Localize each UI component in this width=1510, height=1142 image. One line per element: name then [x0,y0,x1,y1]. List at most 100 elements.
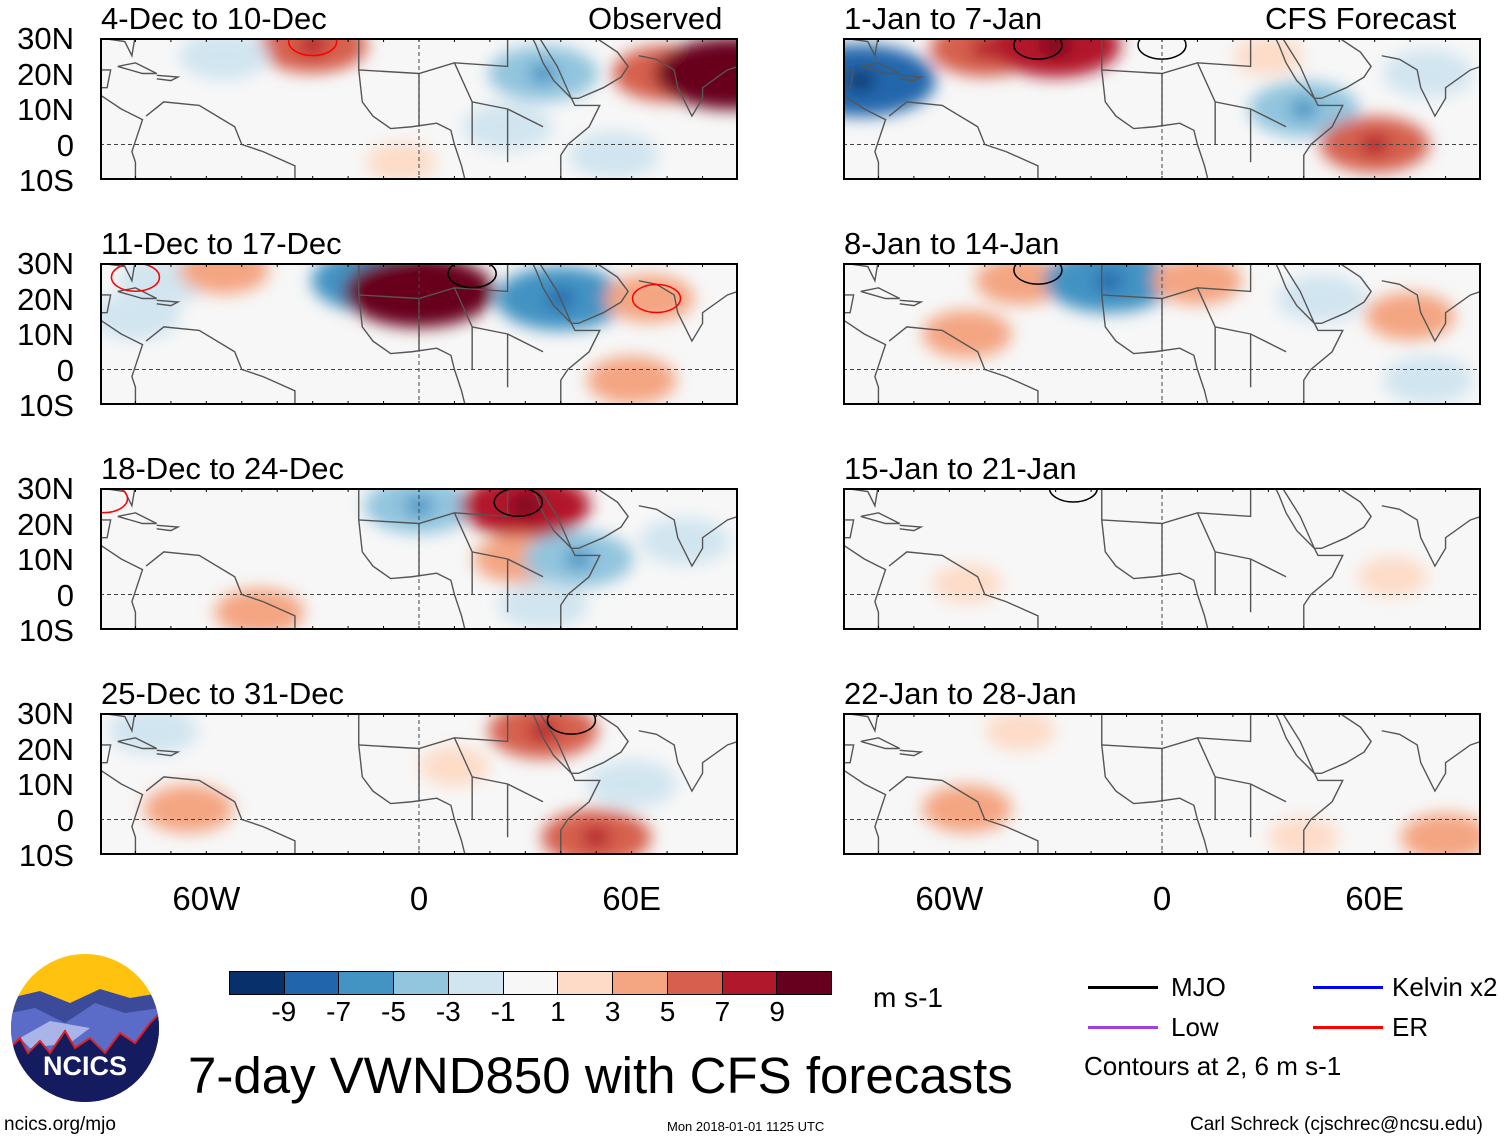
colorbar-swatch [777,972,832,994]
colorbar-swatch [230,972,285,994]
coastline [100,544,144,630]
coastline [843,519,855,539]
coastline [638,505,738,568]
anomaly-blob [586,356,677,405]
legend-low-line [1088,1026,1158,1029]
coastline [100,769,144,855]
lat-label: 30N [17,21,74,56]
legend-er: ER [1392,1012,1429,1042]
lon-label: 60E [1345,880,1405,917]
colorbar-swatch [613,972,668,994]
colorbar-swatch [448,972,504,994]
legend-kelvin: Kelvin x2 [1392,972,1498,1002]
coastline [1101,713,1209,855]
colorbar-swatch [722,972,778,994]
coastline [843,69,855,89]
coastline [638,280,738,343]
coastline [1281,713,1372,775]
panel-title: 18-Dec to 24-Dec [101,451,344,486]
coastline [638,55,738,118]
colorbar-label: -9 [271,996,297,1027]
map-panel [100,263,738,405]
lat-label: 10S [18,613,74,648]
anomaly-blob [313,89,384,129]
coastline [358,38,466,180]
map-panel [100,488,738,630]
anomaly-core [1041,38,1070,56]
coastline [156,524,181,532]
anomaly-core [846,70,875,91]
panel-title: 15-Jan to 21-Jan [844,451,1077,486]
contour-mjo [546,713,597,735]
coastline [843,744,855,764]
coastline [538,38,629,100]
anomaly-core [298,38,327,56]
colorbar-label: -7 [326,996,352,1027]
contour-mjo [1048,488,1099,503]
coastline [156,74,181,82]
lat-label: 30N [17,696,74,731]
colorbar-swatch [339,972,395,994]
coastline [117,287,158,300]
legend-low: Low [1171,1012,1219,1042]
lat-label: 0 [56,127,74,163]
figure-title: 7-day VWND850 with CFS forecasts [188,1047,1013,1104]
coastline [531,263,601,405]
lat-label: 20N [17,731,74,767]
panel-title: 1-Jan to 7-Jan [844,1,1043,36]
colorbar-swatch [558,972,614,994]
coastline [358,488,509,525]
footer-url[interactable]: ncics.org/mjo [4,1114,116,1135]
anomaly-blob [214,588,305,630]
anomaly-blob [1268,521,1339,562]
coastline [156,299,181,307]
coastline [117,62,158,75]
coastline [888,326,1039,405]
anomaly-blob [1400,813,1481,855]
coastline [1381,730,1481,793]
map-panel [843,38,1481,180]
anomaly-blob [108,713,199,755]
lat-label: 10N [17,542,74,577]
coastline [1281,263,1372,325]
lat-label: 30N [17,246,74,281]
anomaly-blob [655,38,738,110]
coastline [358,488,466,630]
observed-label: Observed [588,1,723,36]
logo-text: NCICS [43,1051,127,1081]
legend-kelvin-line [1313,986,1383,989]
coastline [1274,38,1344,180]
lat-label: 20N [17,56,74,92]
coastline [899,299,924,307]
coastline [1196,287,1287,353]
coastline [100,294,112,314]
map-panel [100,713,738,855]
coastline [860,287,901,300]
anomaly-blob [419,746,490,787]
lon-label: 0 [1152,880,1172,917]
coastline [1101,488,1252,525]
map-panel [843,713,1481,855]
coastline [538,713,629,775]
lon-label: 60W [172,880,241,917]
colorbar-label: 1 [550,996,566,1027]
coastline [1101,263,1209,405]
contour-note: Contours at 2, 6 m s-1 [1084,1051,1342,1081]
contour-mjo [447,263,497,289]
coastline [899,749,924,757]
coastline [1101,488,1209,630]
colorbar-label: -5 [381,996,406,1027]
coastline [100,744,112,764]
lat-label: 0 [56,802,74,838]
coastline [1101,713,1252,750]
coastline [453,62,544,128]
footer-timestamp: Mon 2018-01-01 1125 UTC [667,1119,825,1134]
coastline [888,101,1039,180]
coastline [531,38,601,180]
coastline [1101,38,1252,75]
coastline [1196,737,1287,803]
coastline [1101,38,1209,180]
coastline [1381,55,1481,118]
coastline [453,287,544,353]
